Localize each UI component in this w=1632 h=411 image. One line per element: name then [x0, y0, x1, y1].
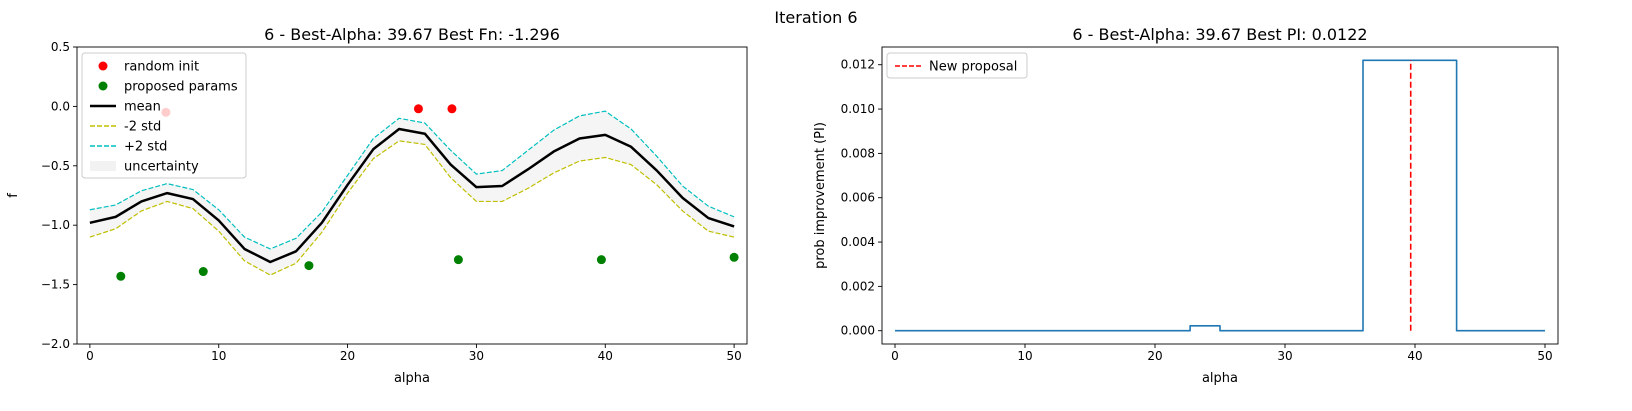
point-random-init — [413, 104, 423, 114]
y-tick-label: 0.008 — [841, 146, 875, 160]
x-tick-label: 50 — [1537, 349, 1552, 363]
y-tick-label: −1.0 — [41, 218, 70, 232]
legend-box — [886, 52, 1028, 79]
x-tick-label: 40 — [598, 349, 613, 363]
point-proposed-params — [596, 255, 606, 265]
legend-label: New proposal — [929, 60, 1017, 75]
legend-marker — [98, 61, 108, 71]
y-tick-label: 0.004 — [841, 235, 875, 249]
chart-title: 6 - Best-Alpha: 39.67 Best PI: 0.0122 — [1072, 25, 1367, 44]
y-tick-label: 0.0 — [51, 99, 70, 113]
x-tick-label: 10 — [1017, 349, 1032, 363]
x-tick-label: 50 — [726, 349, 741, 363]
series-line--2-std — [89, 110, 735, 250]
x-tick-label: 30 — [1277, 349, 1292, 363]
y-tick-label: 0.006 — [841, 191, 875, 205]
y-tick-label: 0.012 — [841, 58, 875, 72]
right-chart: 6 - Best-Alpha: 39.67 Best PI: 0.0122 0 10… — [813, 25, 1559, 386]
point-proposed-params — [198, 267, 208, 277]
point-proposed-params — [116, 271, 126, 281]
legend-marker — [98, 81, 108, 91]
y-tick-label: 0.010 — [841, 102, 875, 116]
x-tick-label: 0 — [891, 349, 899, 363]
legend-box — [81, 52, 247, 179]
x-tick-label: 0 — [86, 349, 94, 363]
point-proposed-params — [453, 255, 463, 265]
legend-label: random init — [124, 60, 199, 75]
axes-frame — [76, 46, 748, 345]
y-tick-label: −2.0 — [41, 337, 70, 351]
legend-patch — [90, 161, 116, 171]
legend-label: proposed params — [124, 80, 238, 95]
x-tick-label: 40 — [1407, 349, 1422, 363]
legend-label: uncertainty — [124, 160, 199, 175]
y-tick-label: −1.5 — [41, 278, 70, 292]
y-tick-label: 0.002 — [841, 279, 875, 293]
axes-frame — [881, 46, 1559, 345]
left-chart: 6 - Best-Alpha: 39.67 Best Fn: -1.296 0 10… — [6, 25, 748, 386]
figure-suptitle: Iteration 6 — [774, 8, 858, 27]
y-tick-label: 0.5 — [51, 40, 70, 54]
series-line-pi — [895, 59, 1545, 332]
y-tick-label: −0.5 — [41, 159, 70, 173]
point-proposed-params — [304, 261, 314, 271]
chart-title: 6 - Best-Alpha: 39.67 Best Fn: -1.296 — [264, 25, 560, 44]
y-axis-label: prob improvement (PI) — [813, 122, 828, 269]
point-proposed-params — [729, 252, 739, 262]
x-axis-label: alpha — [394, 371, 430, 386]
y-tick-label: 0.000 — [841, 324, 875, 338]
series-line-mean — [89, 127, 735, 264]
legend-label: mean — [124, 100, 161, 115]
x-tick-label: 30 — [469, 349, 484, 363]
x-tick-label: 10 — [211, 349, 226, 363]
x-tick-label: 20 — [340, 349, 355, 363]
point-random-init — [447, 104, 457, 114]
uncertainty-band — [89, 111, 735, 276]
y-axis-label: f — [6, 193, 21, 198]
x-axis-label: alpha — [1202, 371, 1238, 386]
legend-label: -2 std — [124, 120, 161, 135]
x-tick-label: 20 — [1147, 349, 1162, 363]
legend-label: +2 std — [124, 140, 167, 155]
